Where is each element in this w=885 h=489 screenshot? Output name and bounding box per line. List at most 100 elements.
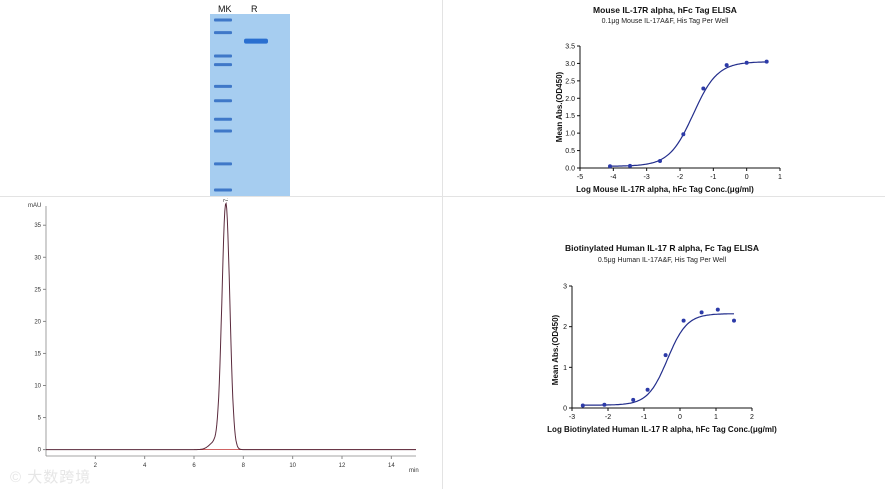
- hplc-chromatogram-svg: mAU min 0 5 10 15 20 25 30 35 2 4 6 8 10 12 14 7.292: [28, 186, 419, 474]
- watermark: © 大数跨境: [10, 469, 92, 486]
- fit-curve: [609, 61, 767, 167]
- data-point: [699, 310, 704, 315]
- data-point: [724, 63, 729, 68]
- data-point: [602, 402, 607, 407]
- y-tick-label: 1: [563, 365, 567, 372]
- data-point: [645, 387, 650, 392]
- x-axis-label: Log Mouse IL-17R alpha, hFc Tag Conc.(μg…: [576, 185, 754, 194]
- lane-label-r: R: [251, 4, 258, 14]
- panel-divider-vertical: [442, 0, 443, 489]
- gel-image: MK R 140KD115KD80KD70KD50KD40KD30KD25KD1…: [182, 4, 290, 196]
- y-tick-label: 25: [34, 287, 41, 293]
- data-point: [744, 60, 749, 65]
- gel-background: [210, 14, 290, 196]
- marker-band-115: [214, 31, 232, 35]
- data-point: [701, 86, 706, 91]
- lane-label-mk: MK: [218, 4, 232, 14]
- y-tick-label: 0.5: [565, 148, 575, 155]
- fit-curve: [582, 313, 734, 406]
- marker-band-10: [214, 188, 232, 192]
- data-point: [681, 132, 686, 137]
- x-tick-label: -4: [610, 174, 616, 181]
- chart-subtitle: 0.1μg Mouse IL-17A&F, His Tag Per Well: [602, 18, 729, 25]
- elisa-chart-human-svg: Biotinylated Human IL-17 R alpha, Fc Tag…: [547, 243, 777, 434]
- x-tick-label: -3: [644, 174, 650, 181]
- chart-title: Biotinylated Human IL-17 R alpha, Fc Tag…: [565, 243, 759, 253]
- y-tick-label: 1.0: [565, 131, 575, 138]
- marker-band-40: [214, 99, 232, 103]
- y-tick-label: 15: [34, 351, 41, 357]
- marker-band-30: [214, 117, 232, 121]
- data-point: [764, 59, 769, 64]
- y-tick-label: 0: [38, 448, 42, 454]
- gel-panel: MK R 140KD 115KD 80KD 70KD 50KD 40KD 30KD 25KD 1…: [178, 4, 290, 196]
- marker-band-80: [214, 54, 232, 58]
- y-tick-label: 3: [563, 284, 567, 291]
- data-point: [628, 163, 632, 168]
- panel-divider-horizontal: [0, 196, 885, 197]
- y-tick-label: 2.0: [565, 96, 575, 103]
- x-tick-label: 2: [750, 414, 754, 421]
- marker-label-40: 40KD: [187, 96, 208, 106]
- marker-band-25: [214, 129, 232, 133]
- marker-label-30: 30KD: [187, 114, 208, 124]
- x-tick-label: 2: [94, 463, 98, 469]
- y-tick-label: 2.5: [565, 78, 575, 85]
- chromatogram-trace: [46, 201, 416, 451]
- data-point: [608, 164, 612, 169]
- elisa-chart-mouse: Mouse IL-17R alpha, hFc Tag ELISA 0.1μg …: [540, 2, 800, 196]
- marker-label-140: 140KD: [182, 15, 208, 25]
- x-tick-label: -2: [677, 174, 683, 181]
- x-tick-label: -2: [605, 414, 611, 421]
- y-tick-label: 5: [38, 416, 42, 422]
- marker-band-140: [214, 18, 232, 22]
- marker-label-25: 25KD: [187, 126, 208, 136]
- data-point: [631, 397, 636, 402]
- y-tick-label: 35: [34, 223, 41, 229]
- x-tick-label: 0: [678, 414, 682, 421]
- y-tick-label: 10: [34, 383, 41, 389]
- y-tick-label: 0: [563, 406, 567, 413]
- y-tick-label: 2: [563, 324, 567, 331]
- x-tick-label: 6: [192, 463, 196, 469]
- marker-label-115: 115KD: [183, 28, 208, 38]
- chart-title: Mouse IL-17R alpha, hFc Tag ELISA: [593, 5, 737, 15]
- chart-subtitle: 0.5μg Human IL-17A&F, His Tag Per Well: [598, 257, 727, 264]
- data-point: [580, 403, 585, 408]
- x-tick-label: 14: [388, 463, 395, 469]
- x-tick-label: -1: [641, 414, 647, 421]
- y-tick-label: 30: [34, 255, 41, 261]
- x-tick-label: -1: [710, 174, 716, 181]
- x-tick-label: 1: [714, 414, 718, 421]
- sample-band: [244, 38, 268, 44]
- x-tick-label: 0: [745, 174, 749, 181]
- marker-label-80: 80KD: [187, 51, 208, 61]
- y-tick-label: 3.0: [565, 61, 575, 68]
- data-point: [715, 307, 720, 312]
- marker-band-15: [214, 162, 232, 166]
- x-axis-unit: min: [409, 468, 419, 474]
- x-tick-label: 4: [143, 463, 147, 469]
- marker-label-50: 50KD: [187, 81, 208, 91]
- peak-label: 7.292: [224, 198, 230, 202]
- elisa-chart-mouse-svg: Mouse IL-17R alpha, hFc Tag ELISA 0.1μg …: [555, 5, 782, 194]
- y-axis-label: Mean Abs.(OD450): [555, 71, 564, 142]
- data-point: [681, 318, 686, 323]
- marker-band-70: [214, 63, 232, 67]
- x-tick-label: 10: [289, 463, 296, 469]
- y-axis-label: Mean Abs.(OD450): [551, 314, 560, 385]
- marker-label-70: 70KD: [187, 60, 208, 70]
- x-tick-label: 1: [778, 174, 782, 181]
- x-tick-label: 12: [339, 463, 346, 469]
- hplc-chromatogram: mAU min 0 5 10 15 20 25 30 35 2 4 6 8 10 12 14 7.292: [20, 186, 420, 478]
- y-tick-label: 0.0: [565, 166, 575, 173]
- x-tick-label: 8: [242, 463, 246, 469]
- elisa-chart-human: Biotinylated Human IL-17 R alpha, Fc Tag…: [535, 240, 805, 440]
- marker-label-15: 15KD: [187, 159, 208, 169]
- y-tick-label: 3.5: [565, 44, 575, 51]
- y-axis-unit: mAU: [28, 203, 41, 209]
- data-point: [732, 318, 736, 323]
- x-tick-label: -3: [569, 414, 575, 421]
- marker-label-10: 10KD: [187, 185, 208, 195]
